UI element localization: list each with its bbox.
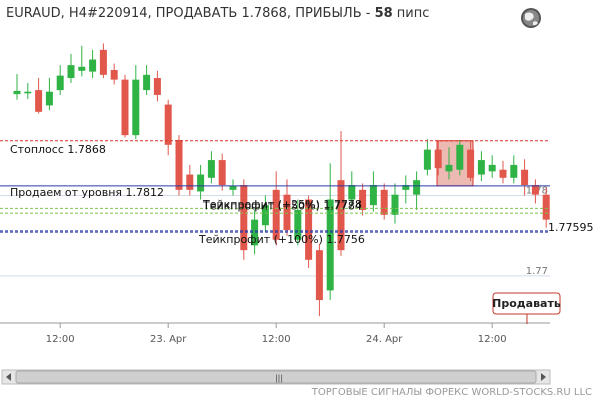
candle-body [153, 78, 161, 95]
button-label[interactable]: Продавать [492, 297, 561, 310]
candle-body [542, 194, 550, 220]
candle-body [380, 189, 388, 215]
candle-body [251, 219, 259, 246]
candle-body [337, 180, 345, 251]
level-label: Стоплосс 1.7868 [10, 143, 106, 156]
candle-body [164, 104, 172, 145]
candle-body [56, 75, 64, 91]
x-tick-label: 23. Apr [150, 334, 187, 345]
x-tick-label: 12:00 [478, 334, 507, 345]
scroll-thumb[interactable] [15, 370, 537, 384]
scroll-grip: ||| [275, 374, 283, 383]
candle-body [391, 194, 399, 215]
candle-body [359, 189, 367, 210]
candle-body [423, 149, 431, 170]
candle-body [175, 139, 183, 190]
candle-body [402, 185, 410, 190]
candle-body [326, 199, 334, 291]
candle-body [67, 65, 75, 79]
globe-icon[interactable] [521, 8, 541, 28]
candle-body [510, 164, 518, 178]
candle-body [240, 185, 248, 251]
x-tick-label: 24. Apr [366, 334, 403, 345]
last-price-label: 1.77595 [548, 221, 594, 234]
candle-body [272, 189, 280, 240]
candle-body [45, 91, 53, 106]
candle-body [531, 185, 539, 195]
level-label: Продаем от уровня 1.7812 [10, 186, 164, 199]
candle-body [78, 66, 86, 71]
candle-body [261, 205, 269, 226]
y-tick-label: 1.77 [526, 266, 548, 277]
candle-body [143, 74, 151, 91]
x-tick-label: 12:00 [46, 334, 75, 345]
candle-body [305, 199, 313, 260]
candle-body [89, 59, 97, 72]
candle-body [218, 160, 226, 186]
scroll-left[interactable] [6, 373, 11, 381]
candle-body [294, 209, 302, 240]
candle-body [456, 144, 464, 170]
candle-body [521, 169, 529, 186]
candle-body [121, 79, 129, 136]
candle-body [488, 164, 496, 172]
candle-body [110, 69, 118, 80]
candle-body [24, 91, 32, 94]
candle-body [445, 164, 453, 172]
candle-body [315, 250, 323, 301]
candle-body [186, 174, 194, 190]
candle-body [197, 174, 205, 192]
level-label: Тейкпрофит (+50%) 1.7784 [202, 199, 362, 212]
level-label: Тейкпрофит (+100%) 1.7756 [198, 233, 365, 246]
candle-body [207, 160, 215, 178]
sell-button[interactable]: Продавать [492, 292, 561, 324]
candle-body [99, 49, 107, 75]
candle-body [132, 79, 140, 136]
title-text: EURAUD, H4#220914, ПРОДАВАТЬ 1.7868, ПРИ… [6, 6, 375, 21]
candle-body [434, 149, 442, 169]
candle-body [35, 90, 43, 112]
chart-title: EURAUD, H4#220914, ПРОДАВАТЬ 1.7868, ПРИ… [6, 6, 429, 21]
candle-body [413, 180, 421, 195]
scrollbar[interactable]: ||| [1, 369, 551, 385]
scroll-right[interactable] [541, 373, 546, 381]
candle-body [477, 160, 485, 175]
title-unit: пипс [393, 6, 430, 21]
candle-body [467, 149, 475, 178]
candle-body [348, 185, 356, 200]
candle-body [13, 90, 21, 95]
x-tick-label: 12:00 [262, 334, 291, 345]
footer: ТОРГОВЫЕ СИГНАЛЫ ФОРЕКС WORLD-STOCKS.RU … [311, 387, 592, 398]
candle-body [499, 169, 507, 178]
candle-body [283, 194, 291, 231]
candle-body [229, 185, 237, 190]
title-pips: 58 [375, 6, 393, 21]
candle-body [369, 185, 377, 206]
